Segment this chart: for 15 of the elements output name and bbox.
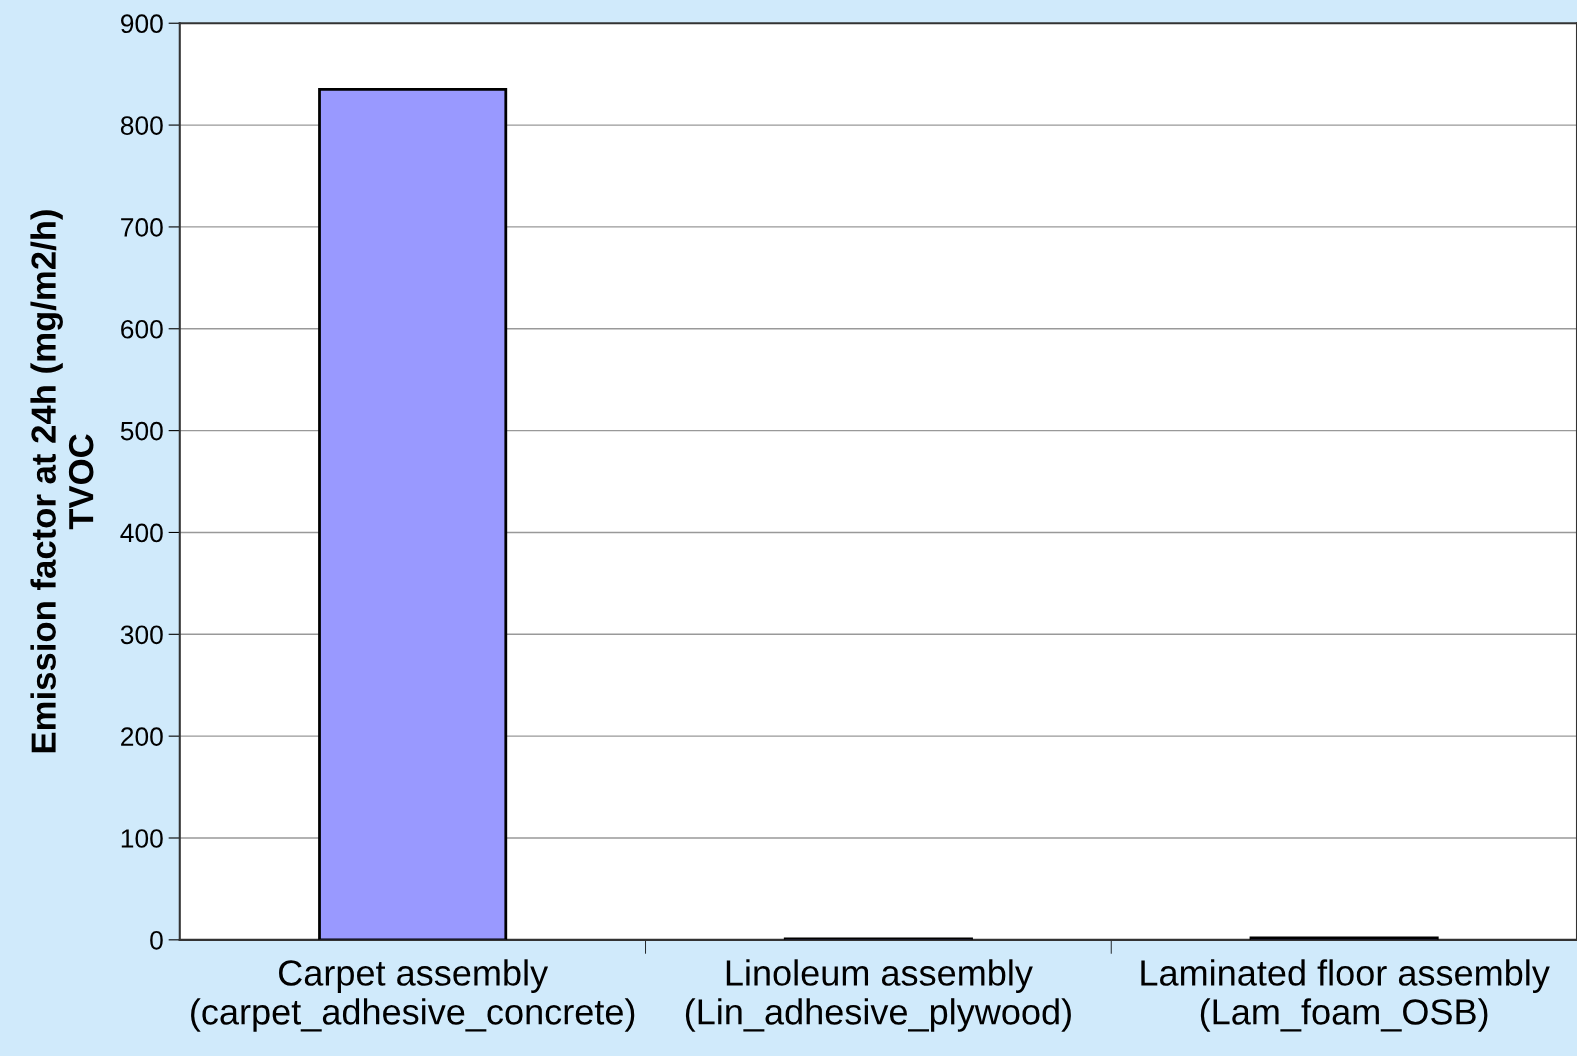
y-axis-title: Emission factor at 24h (mg/m2/h) TVOC (30, 210, 94, 753)
y-tick-label: 300 (120, 625, 163, 645)
y-tick-label: 500 (120, 421, 163, 441)
x-tick-label: Linoleum assembly (Lin_adhesive_plywood) (685, 959, 1071, 1032)
y-tick-label: 700 (121, 218, 163, 237)
bar (318, 88, 508, 940)
y-tick-label: 100 (121, 829, 163, 848)
x-tick-label: Laminated floor assembly (Lam_foam_OSB) (1141, 959, 1550, 1032)
y-tick-label: 0 (150, 930, 163, 950)
y-tick-label: 400 (120, 523, 163, 543)
y-tick-label: 900 (121, 14, 163, 34)
y-tick-label: 800 (120, 116, 163, 135)
x-tick-label: Carpet assembly (carpet_adhesive_concrete) (191, 959, 635, 1032)
y-tick-label: 200 (121, 727, 163, 746)
y-tick-label: 600 (121, 319, 163, 339)
